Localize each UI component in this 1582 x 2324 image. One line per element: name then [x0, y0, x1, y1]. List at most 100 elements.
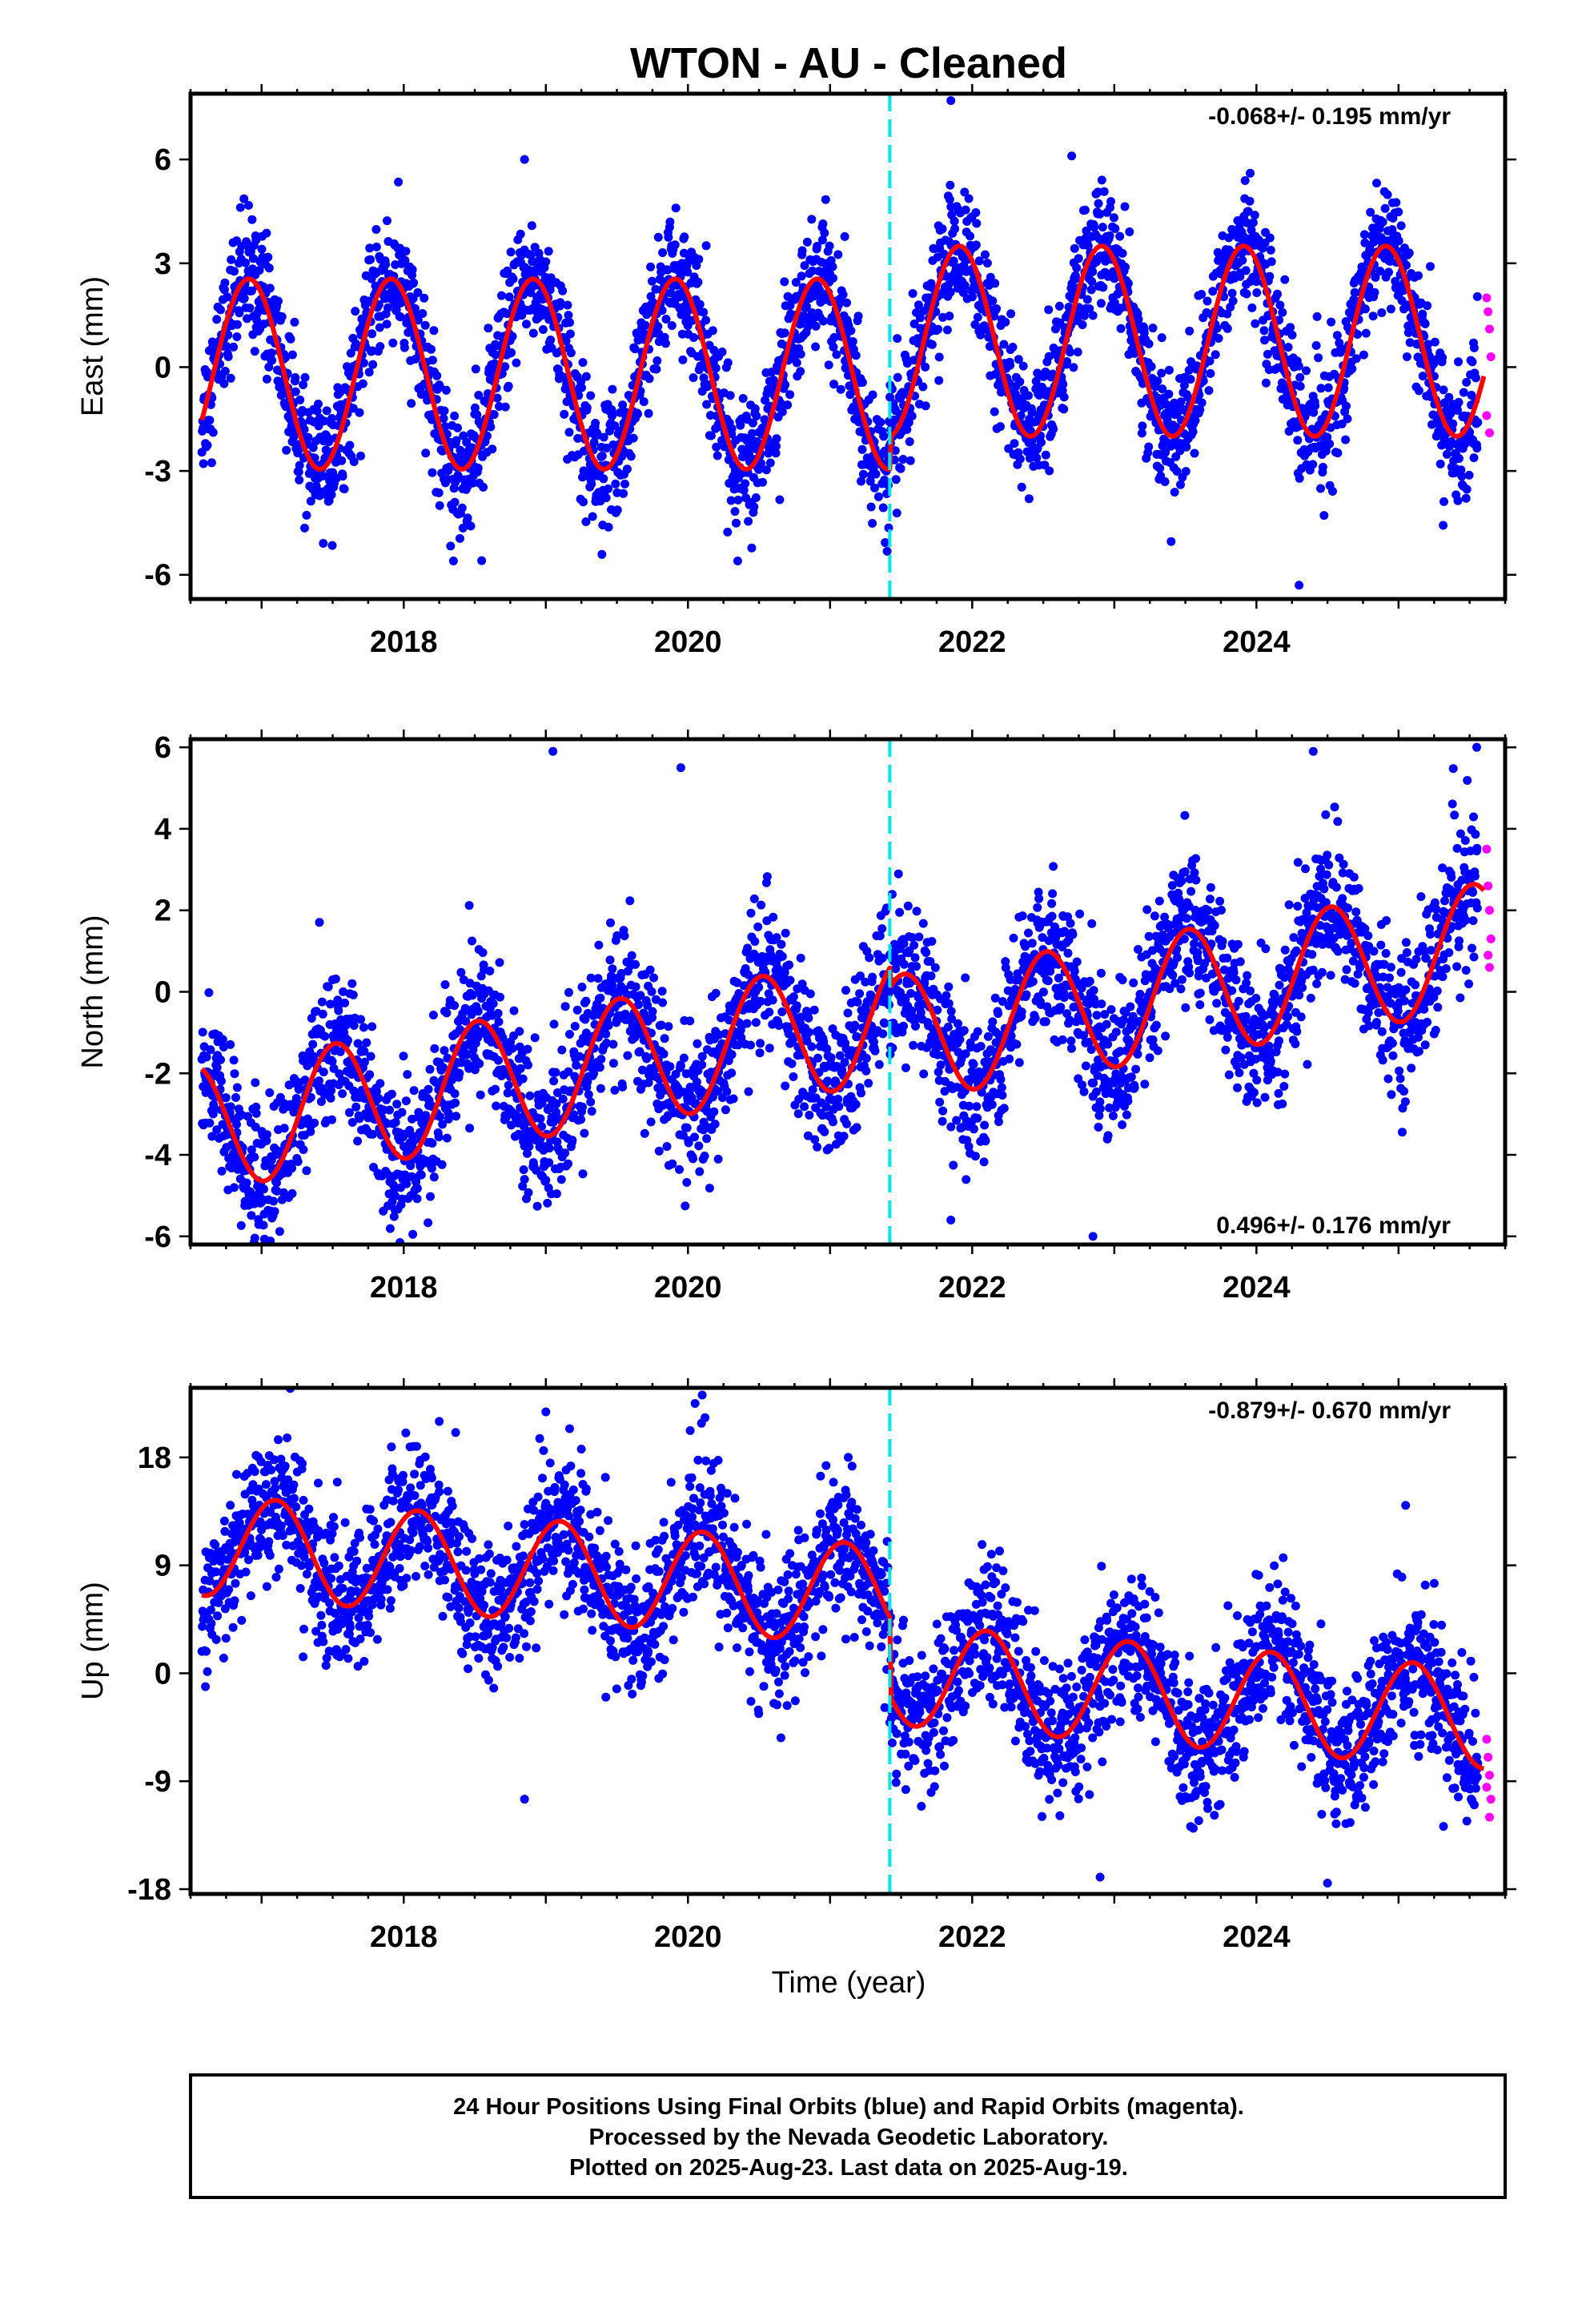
final-orbit-point [1190, 448, 1199, 458]
rapid-orbit-point [1484, 324, 1494, 334]
final-orbit-point [1006, 360, 1015, 370]
final-orbit-point [1318, 462, 1327, 472]
final-orbit-point [1439, 521, 1448, 530]
final-orbit-point [446, 541, 456, 551]
final-orbit-point [310, 1118, 319, 1128]
final-orbit-point [331, 974, 340, 983]
final-orbit-point [351, 1102, 361, 1112]
final-orbit-point [230, 1183, 239, 1192]
final-orbit-point [561, 336, 571, 346]
final-orbit-point [226, 1102, 235, 1112]
final-orbit-point [1457, 472, 1467, 481]
final-orbit-point [468, 478, 477, 488]
final-orbit-point [1018, 361, 1028, 371]
final-orbit-point [847, 1046, 857, 1055]
final-orbit-point [1176, 480, 1185, 489]
final-orbit-point [508, 1043, 517, 1053]
final-orbit-point [690, 1132, 699, 1142]
final-orbit-point [671, 1069, 681, 1079]
final-orbit-point [418, 309, 428, 318]
final-orbit-point [335, 1047, 345, 1056]
final-orbit-point [1342, 401, 1351, 411]
final-orbit-point [902, 424, 912, 434]
final-orbit-point [248, 254, 258, 263]
final-orbit-point [1069, 363, 1078, 372]
final-orbit-point [898, 455, 908, 464]
final-orbit-point [1228, 296, 1238, 306]
final-orbit-point [577, 983, 587, 991]
final-orbit-point [1197, 398, 1207, 408]
final-orbit-point [212, 1063, 222, 1072]
final-orbit-point [1118, 248, 1127, 258]
final-orbit-point [413, 287, 423, 297]
final-orbit-point [1472, 444, 1482, 453]
final-orbit-point [437, 1160, 447, 1169]
final-orbit-point [277, 312, 287, 321]
final-orbit-point [556, 298, 565, 308]
final-orbit-point [817, 235, 827, 245]
final-orbit-point [344, 1108, 354, 1117]
final-orbit-point [314, 400, 323, 408]
final-orbit-point [452, 436, 461, 445]
final-orbit-point [601, 493, 611, 503]
final-orbit-point [597, 451, 607, 460]
final-orbit-point [349, 457, 359, 466]
final-orbit-point [1010, 389, 1020, 399]
final-orbit-point [359, 1047, 369, 1056]
final-orbit-point [1241, 266, 1251, 275]
final-orbit-point [413, 316, 423, 325]
final-orbit-point [198, 1027, 207, 1037]
final-orbit-point [1088, 311, 1098, 320]
final-orbit-point [708, 326, 717, 336]
final-orbit-point [441, 385, 451, 395]
final-orbit-point [824, 360, 833, 370]
final-orbit-point [327, 1115, 336, 1124]
final-orbit-point [730, 507, 740, 517]
final-orbit-point [463, 513, 472, 523]
final-orbit-point [711, 988, 721, 998]
final-orbit-point [322, 406, 331, 416]
final-orbit-point [428, 1139, 437, 1148]
final-orbit-point [746, 908, 756, 918]
final-orbit-point [524, 1188, 533, 1197]
final-orbit-point [1212, 324, 1222, 333]
final-orbit-point [1195, 404, 1205, 414]
final-orbit-point [272, 1186, 282, 1196]
final-orbit-point [677, 267, 685, 276]
final-orbit-point [861, 1066, 871, 1076]
final-orbit-point [840, 231, 849, 241]
final-orbit-point [262, 1136, 271, 1145]
final-orbit-point [375, 1079, 385, 1088]
final-orbit-point [612, 505, 622, 515]
final-orbit-point [468, 936, 476, 946]
final-orbit-point [565, 329, 575, 339]
final-orbit-point [400, 255, 410, 265]
final-orbit-point [519, 1165, 528, 1175]
final-orbit-point [287, 1188, 297, 1198]
final-orbit-point [829, 1117, 837, 1127]
final-orbit-point [544, 247, 553, 256]
final-orbit-point [648, 276, 656, 286]
final-orbit-point [746, 1040, 755, 1050]
final-orbit-point [945, 312, 954, 321]
final-orbit-point [662, 1142, 672, 1152]
final-orbit-point [294, 467, 303, 476]
final-orbit-point [489, 410, 499, 420]
final-orbit-point [458, 523, 468, 533]
final-orbit-point [881, 538, 890, 547]
final-orbit-point [1139, 328, 1149, 338]
final-orbit-point [263, 252, 273, 262]
final-orbit-point [1295, 372, 1305, 382]
final-orbit-point [425, 1064, 435, 1074]
final-orbit-point [473, 464, 483, 472]
final-orbit-point [1096, 299, 1106, 308]
final-orbit-point [1293, 436, 1303, 445]
final-orbit-point [385, 1224, 395, 1233]
final-orbit-point [326, 999, 335, 1009]
final-orbit-point [846, 326, 856, 336]
final-orbit-point [841, 364, 850, 372]
final-orbit-point [751, 493, 761, 502]
final-orbit-point [470, 403, 480, 412]
final-orbit-point [1205, 356, 1215, 366]
final-orbit-point [241, 258, 251, 267]
